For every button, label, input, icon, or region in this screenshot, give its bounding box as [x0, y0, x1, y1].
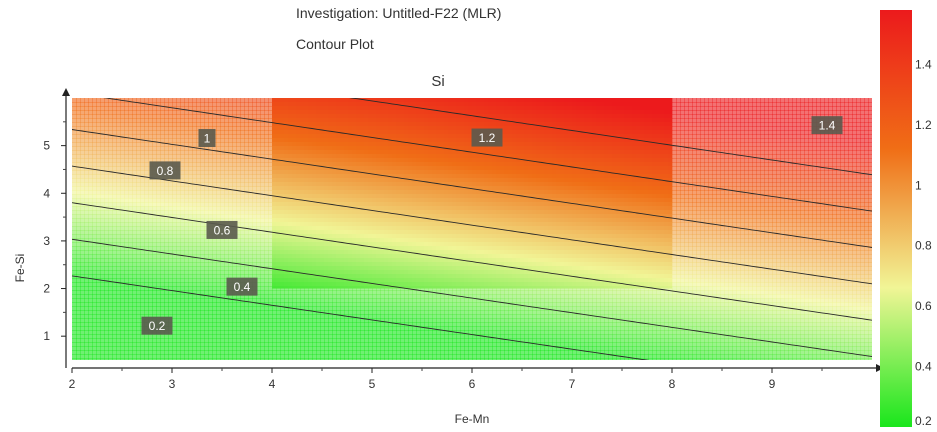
contour-line-0.6	[72, 202, 872, 321]
axes: 2 3 4 5 6 7 8 9 1 2 3 4 5	[43, 88, 884, 391]
contour-line-1.2	[103, 98, 872, 212]
x-tick-label: 4	[269, 377, 276, 391]
colorbar-tick-label: 1.2	[915, 118, 932, 132]
contour-labels: 0.2 0.4 0.6 0.8 1 1.2 1.4	[141, 116, 843, 335]
x-tick-label: 5	[369, 377, 376, 391]
chart-title: Si	[431, 73, 444, 90]
highlight-region	[272, 98, 672, 289]
contour-line-1.4	[349, 98, 872, 176]
x-tick-label: 2	[69, 377, 76, 391]
colorbar-tick-label: 1.4	[915, 57, 932, 71]
contour-label: 0.4	[226, 277, 258, 296]
colorbar-tick-label: 1	[915, 178, 922, 192]
x-axis-label: Fe-Mn	[455, 412, 490, 426]
contour-label: 0.8	[149, 161, 181, 180]
contour-line-0.8	[72, 165, 872, 285]
colorbar-tick-label: 0.4	[915, 360, 932, 374]
x-tick-label: 7	[569, 377, 576, 391]
x-tick-label: 6	[469, 377, 476, 391]
y-axis-label: Fe-Si	[13, 254, 27, 283]
contour-label: 1	[198, 129, 216, 148]
contour-label: 0.2	[141, 316, 173, 335]
contour-label: 1.4	[811, 116, 843, 135]
y-tick-label: 4	[43, 186, 50, 200]
contour-line-1	[72, 129, 872, 248]
x-tick-label: 8	[669, 377, 676, 391]
colorbar: 0.2 0.4 0.6 0.8 1 1.2 1.4	[880, 10, 932, 428]
y-tick-label: 1	[43, 329, 50, 343]
colorbar-gradient	[880, 10, 912, 427]
x-tick-label: 9	[769, 377, 776, 391]
x-tick-label: 3	[169, 377, 176, 391]
colorbar-tick-label: 0.2	[915, 414, 932, 428]
contour-label: 1.2	[471, 128, 503, 147]
contour-line-0.2	[72, 275, 650, 360]
contour-line-0.4	[72, 238, 872, 357]
y-axis-arrow	[62, 88, 70, 96]
plot-kind-label: Contour Plot	[296, 36, 374, 52]
investigation-title: Investigation: Untitled-F22 (MLR)	[296, 5, 502, 21]
y-tick-label: 2	[43, 282, 50, 296]
y-tick-label: 3	[43, 234, 50, 248]
colorbar-tick-label: 0.6	[915, 299, 932, 313]
contour-label: 0.6	[206, 220, 238, 239]
colorbar-tick-label: 0.8	[915, 239, 932, 253]
contour-lines	[72, 98, 872, 360]
y-tick-label: 5	[43, 139, 50, 153]
